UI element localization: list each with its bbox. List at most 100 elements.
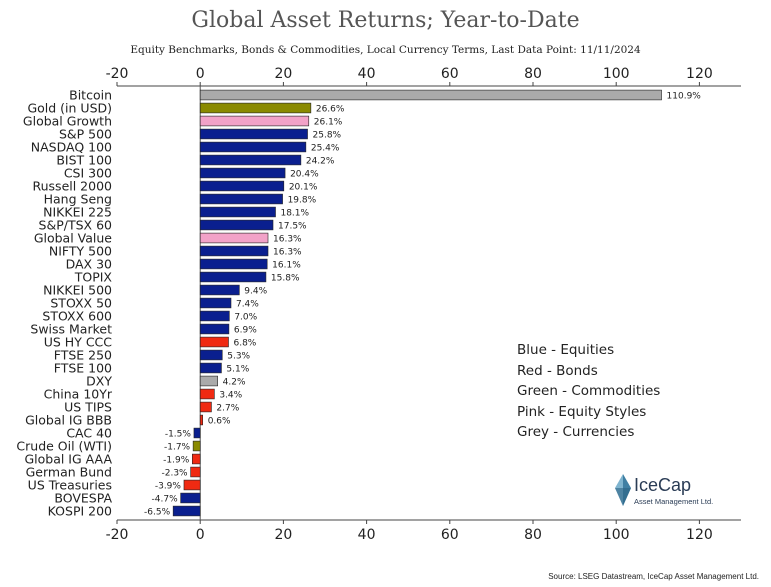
bar [183,479,201,491]
bar [199,154,302,166]
logo-name: IceCap [634,475,692,495]
category-label: NIKKEI 500 [43,283,112,298]
logo-tagline: Asset Management Ltd. [634,497,714,506]
category-label: NASDAQ 100 [31,140,112,155]
icecap-logo: IceCap Asset Management Ltd. [612,472,742,512]
bottom-tick-label: -20 [106,527,129,543]
legend: Blue - Equities Red - Bonds Green - Comm… [517,340,660,443]
bar [199,362,222,374]
bar [199,206,276,218]
category-label: Global IG BBB [25,413,112,428]
value-label: 24.2% [306,157,335,167]
value-label: 20.1% [289,183,318,193]
category-label: FTSE 250 [54,348,112,363]
top-tick-label: 100 [603,66,630,82]
legend-item-equity-styles: Pink - Equity Styles [517,403,647,420]
bar [192,440,201,452]
top-tick-label: 80 [524,66,542,82]
value-label: -1.9% [163,456,190,466]
category-label: NIFTY 500 [49,244,112,259]
category-label: Crude Oil (WTI) [16,439,112,454]
bar [199,284,240,296]
value-label: 2.7% [216,404,239,414]
top-tick-label: 120 [686,66,713,82]
value-label: 16.3% [273,248,302,258]
bar [199,401,212,413]
category-label: DXY [86,374,112,389]
legend-item-equities: Blue - Equities [517,342,615,358]
bar [199,193,283,205]
value-label: 25.8% [313,131,342,141]
bar [199,323,230,335]
bottom-tick-label: 40 [358,527,376,543]
bar [199,128,308,140]
category-label: Bitcoin [69,88,112,103]
value-label: -4.7% [152,495,179,505]
bar [199,310,230,322]
bar [199,180,285,192]
category-label: China 10Yr [44,387,113,402]
legend-item-bonds: Red - Bonds [517,362,598,379]
bottom-tick-label: 80 [524,527,542,543]
value-label: 20.4% [290,170,319,180]
value-label: 19.8% [288,196,317,206]
category-label: DAX 30 [66,257,112,272]
value-label: 6.8% [233,339,256,349]
value-label: 5.1% [226,365,249,375]
bar [199,232,269,244]
category-label: Gold (in USD) [27,101,112,116]
value-label: 25.4% [311,144,340,154]
bottom-tick-label: 120 [686,527,713,543]
category-label: STOXX 600 [42,309,112,324]
bar [199,297,232,309]
value-label: -2.3% [162,469,189,479]
value-label: -3.9% [155,482,182,492]
bar [199,258,268,270]
value-label: 5.3% [227,352,250,362]
value-label: 26.1% [314,118,343,128]
category-label: Global Value [34,231,112,246]
category-label: US TIPS [64,400,112,415]
category-label: TOPIX [74,270,113,285]
category-label: KOSPI 200 [48,504,112,519]
category-label: US Treasuries [28,478,112,493]
value-label: 18.1% [280,209,309,219]
chart-subtitle: Equity Benchmarks, Bonds & Commodities, … [130,44,641,56]
bar [199,219,274,231]
category-label: Global Growth [23,114,112,129]
bar [180,492,201,504]
value-label: 3.4% [219,391,242,401]
chart-title: Global Asset Returns; Year-to-Date [191,8,580,33]
value-label: 0.6% [208,417,231,427]
bar [199,167,286,179]
value-label: 7.4% [236,300,259,310]
value-label: 110.9% [667,92,702,102]
bar [199,388,215,400]
category-label: Swiss Market [30,322,112,337]
bar [199,89,662,101]
value-label: 4.2% [223,378,246,388]
value-label: 26.6% [316,105,345,115]
bar [199,336,229,348]
category-label: S&P 500 [59,127,112,142]
top-tick-label: 60 [441,66,459,82]
top-tick-label: 20 [274,66,292,82]
value-label: 6.9% [234,326,257,336]
legend-item-commodities: Green - Commodities [517,383,661,400]
value-label: 9.4% [244,287,267,297]
source-note: Source: LSEG Datastream, IceCap Asset Ma… [548,572,759,581]
category-label: US HY CCC [44,335,113,350]
bar [193,427,201,439]
bottom-tick-label: 20 [274,527,292,543]
category-label: BIST 100 [56,153,112,168]
value-label: 7.0% [234,313,257,323]
top-tick-label: 0 [196,66,205,82]
category-label: CSI 300 [64,166,112,181]
iceberg-icon [615,474,631,506]
top-tick-label: -20 [106,66,129,82]
category-label: German Bund [26,465,112,480]
value-label: -1.7% [164,443,191,453]
bar [199,115,310,127]
top-tick-label: 40 [358,66,376,82]
